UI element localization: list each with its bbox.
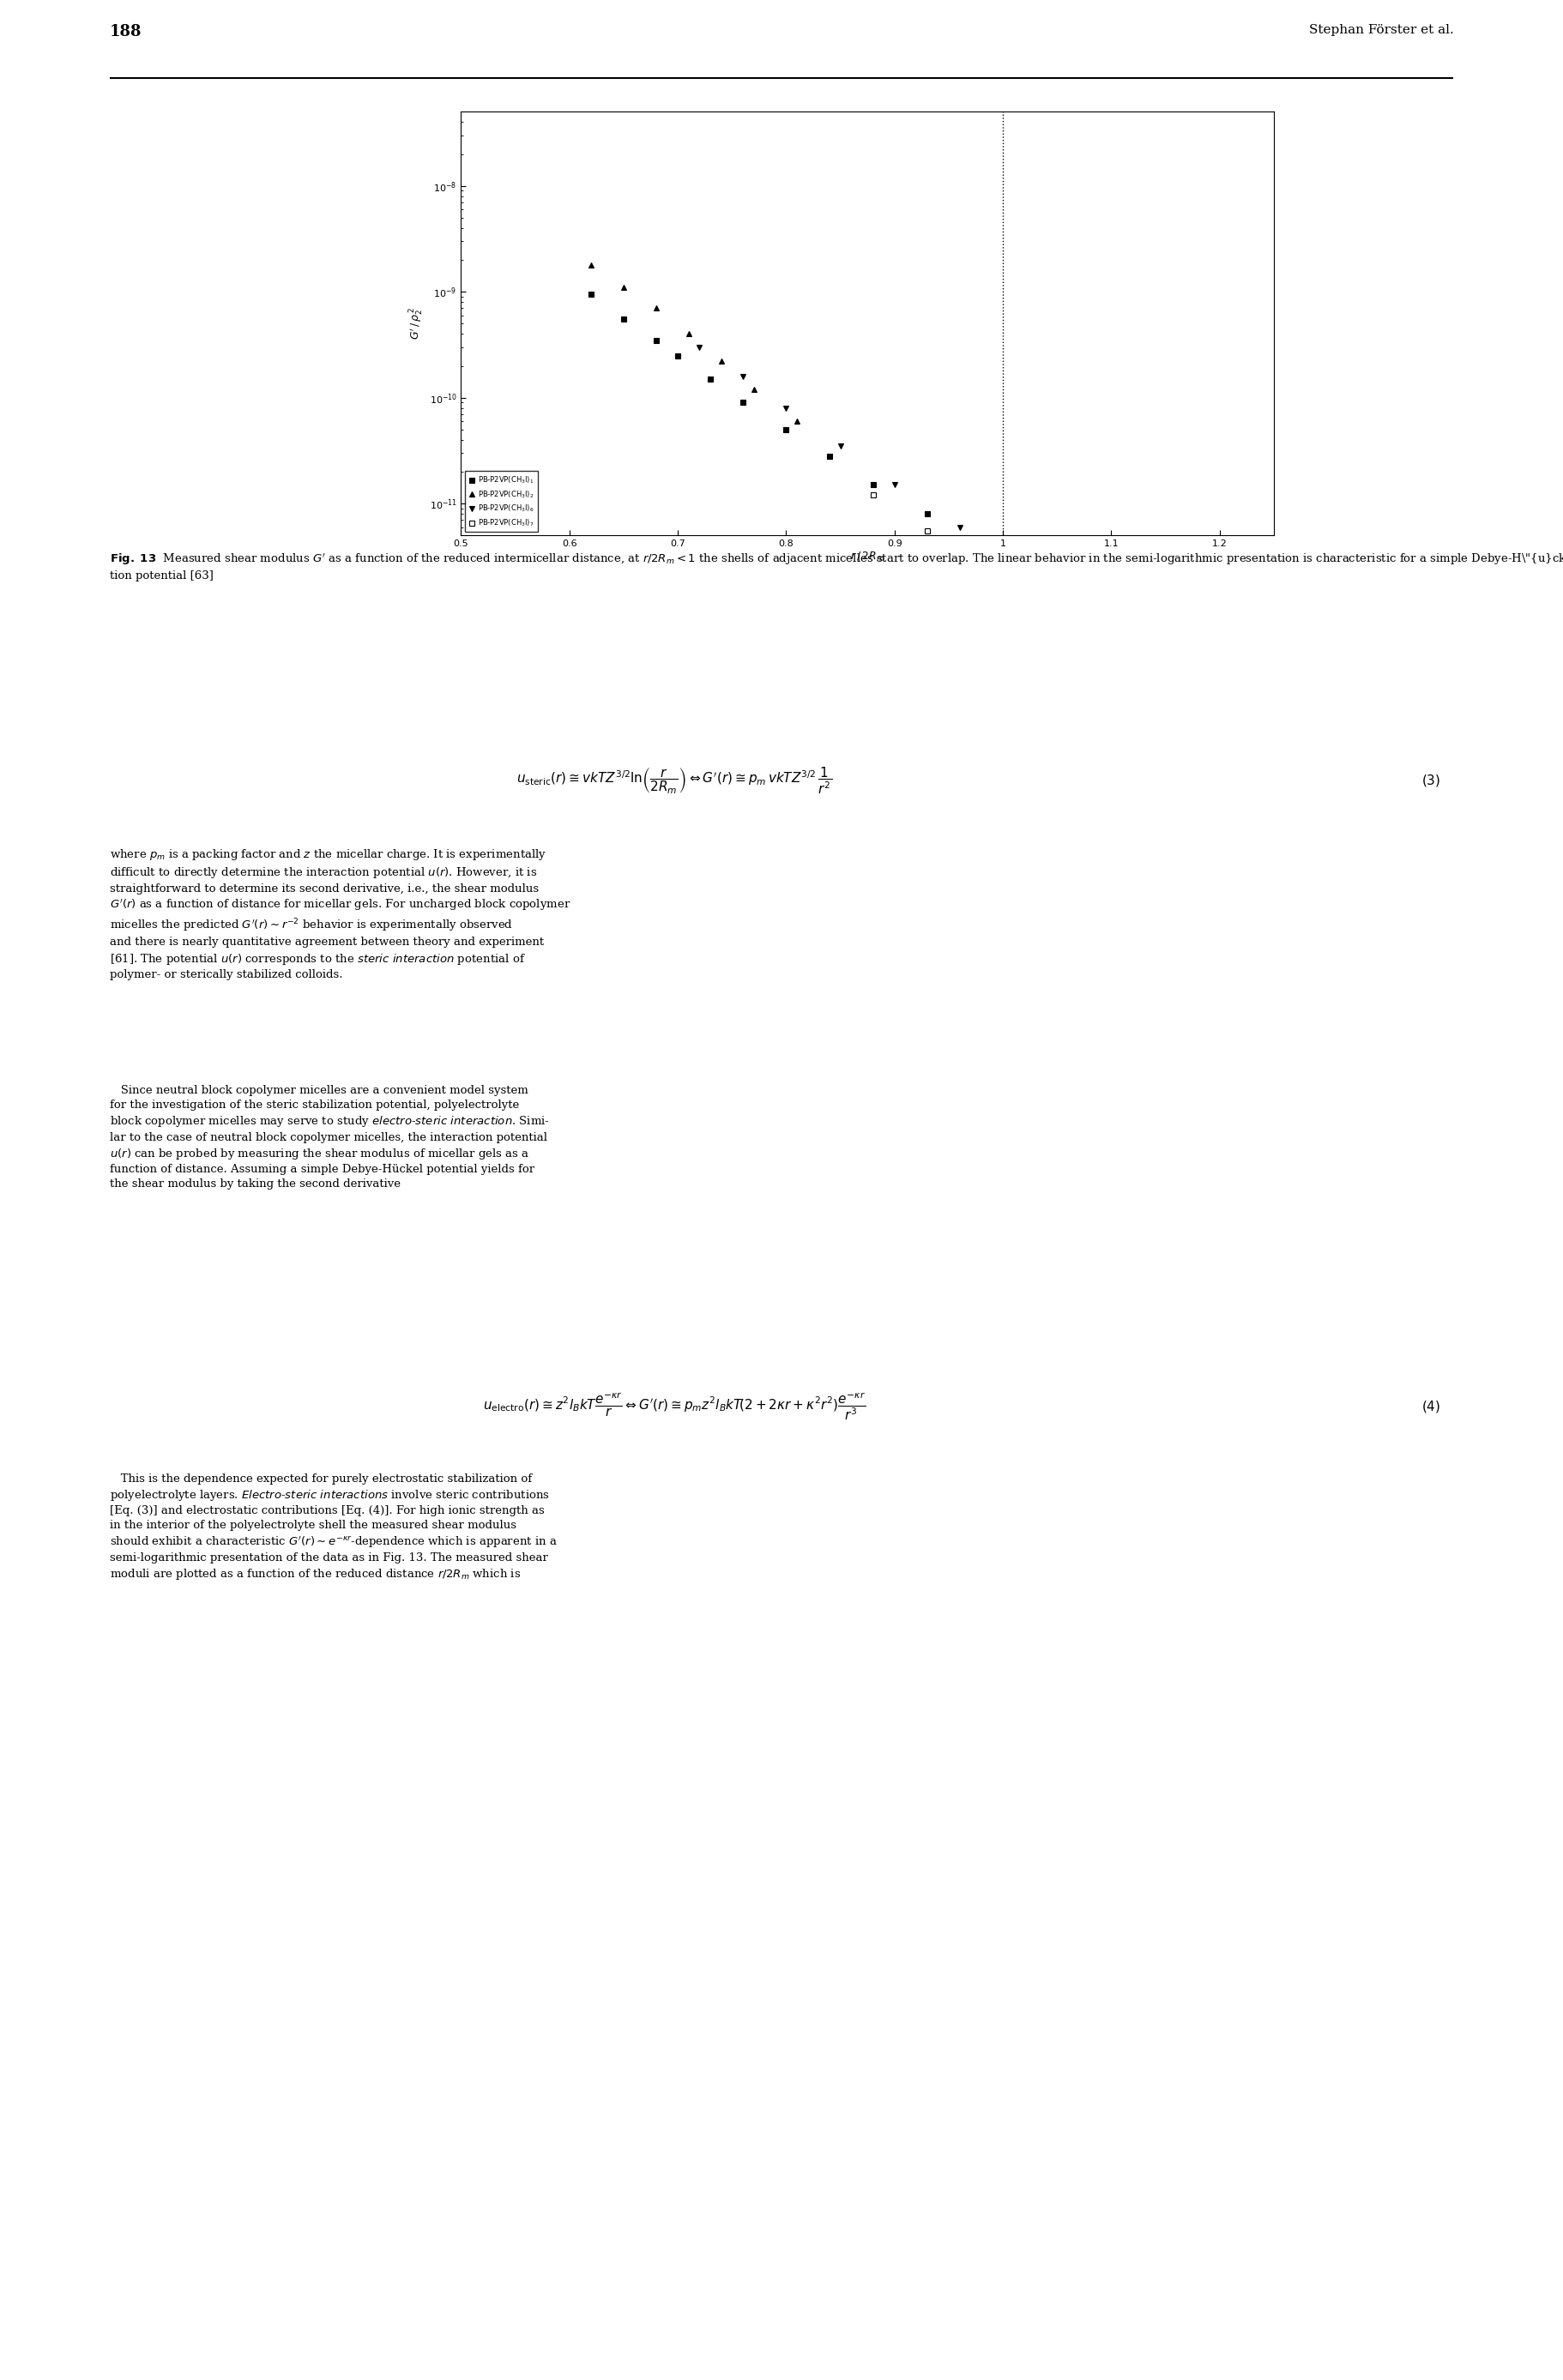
Y-axis label: $G' \,/\, \rho_2^{\,2}$: $G' \,/\, \rho_2^{\,2}$ <box>408 307 425 340</box>
Text: This is the dependence expected for purely electrostatic stabilization of
polyel: This is the dependence expected for pure… <box>109 1473 556 1583</box>
X-axis label: $r\,/\,2R_m$: $r\,/\,2R_m$ <box>850 550 885 564</box>
Text: $u_{\mathrm{electro}}(r) \cong z^2 l_B kT\dfrac{e^{-\kappa r}}{r} \Leftrightarro: $u_{\mathrm{electro}}(r) \cong z^2 l_B k… <box>483 1390 866 1423</box>
Text: Stephan Förster et al.: Stephan Förster et al. <box>1308 24 1454 36</box>
Text: where $p_m$ is a packing factor and $z$ the micellar charge. It is experimentall: where $p_m$ is a packing factor and $z$ … <box>109 847 570 981</box>
Text: $\mathbf{Fig.\ 13}$  Measured shear modulus $G'$ as a function of the reduced in: $\mathbf{Fig.\ 13}$ Measured shear modul… <box>109 552 1563 581</box>
Text: 188: 188 <box>109 24 142 40</box>
Text: $(3)$: $(3)$ <box>1421 774 1440 788</box>
Text: $(4)$: $(4)$ <box>1421 1399 1440 1414</box>
Legend: PB-P2VP(CH$_3$I)$_1$, PB-P2VP(CH$_3$I)$_2$, PB-P2VP(CH$_3$I)$_6$, PB-P2VP(CH$_3$: PB-P2VP(CH$_3$I)$_1$, PB-P2VP(CH$_3$I)$_… <box>464 471 538 531</box>
Text: $u_{\mathrm{steric}}(r) \cong vkTZ^{3/2}\ln\!\left(\dfrac{r}{2R_m}\right) \Leftr: $u_{\mathrm{steric}}(r) \cong vkTZ^{3/2}… <box>516 766 832 795</box>
Text: Since neutral block copolymer micelles are a convenient model system
for the inv: Since neutral block copolymer micelles a… <box>109 1085 550 1190</box>
